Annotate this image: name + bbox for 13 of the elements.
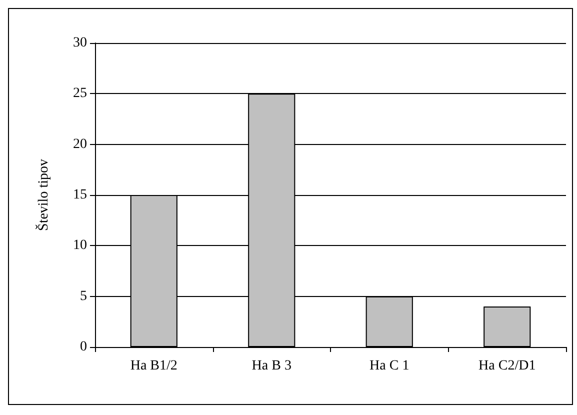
y-tick-label: 15 [73, 188, 87, 202]
y-tick-label: 5 [80, 288, 87, 304]
y-tick-label: 20 [73, 136, 87, 152]
x-tick-label: Ha C2/D1 [478, 358, 536, 374]
y-tick-label: 30 [73, 36, 87, 50]
y-tick-label: 10 [73, 238, 87, 254]
x-tick-label: Ha B 3 [252, 358, 292, 374]
y-axis-title: Število tipov [34, 159, 52, 231]
bar [484, 306, 531, 347]
x-tick-label: Ha B1/2 [130, 358, 178, 374]
y-tick-label: 0 [80, 340, 87, 354]
x-tick-label: Ha C 1 [370, 358, 410, 374]
y-tick-label: 25 [73, 86, 87, 102]
